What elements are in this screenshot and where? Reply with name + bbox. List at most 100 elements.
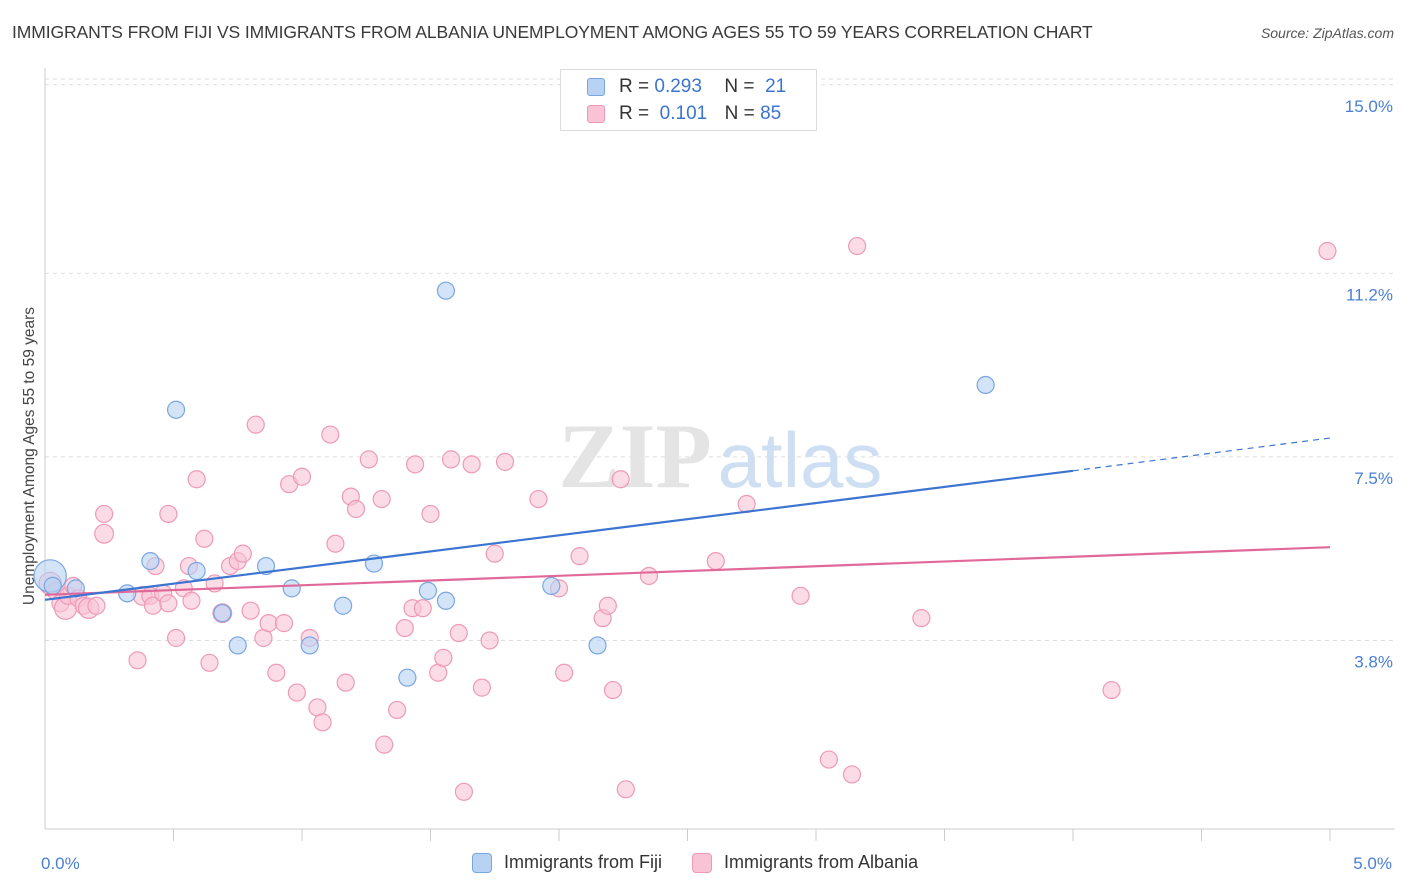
fiji-point: [334, 596, 353, 615]
legend-r-label: R =: [619, 103, 650, 124]
legend-row-albania: R = 0.101 N = 85: [587, 102, 781, 126]
watermark-zip: ZIP: [558, 405, 711, 507]
y-tick-label: 3.8%: [1354, 652, 1393, 671]
series-legend: Immigrants from Fiji Immigrants from Alb…: [472, 852, 948, 873]
legend-row-fiji: R = 0.293 N = 21: [587, 75, 786, 99]
albania-point: [241, 601, 260, 620]
fiji-point: [300, 636, 319, 655]
fiji-point: [118, 584, 137, 603]
albania-point: [375, 735, 394, 754]
fiji-legend-swatch: [472, 852, 492, 873]
albania-point: [819, 750, 838, 769]
fiji-point: [282, 579, 301, 598]
albania-point: [485, 544, 504, 563]
albania-point: [848, 236, 867, 256]
x-tick-label: 5.0%: [1353, 854, 1392, 873]
albania-legend-swatch: [692, 852, 713, 873]
albania-point: [372, 489, 391, 509]
albania-point: [555, 663, 574, 682]
albania-point: [321, 425, 340, 444]
albania-points: [38, 236, 1337, 801]
albania-point: [434, 648, 453, 667]
legend-item-albania: Immigrants from Albania: [692, 852, 918, 873]
albania-point: [287, 683, 306, 702]
albania-point: [1318, 241, 1337, 261]
albania-point: [87, 596, 106, 615]
albania-point: [598, 596, 617, 615]
albania-point: [603, 680, 623, 700]
albania-point: [233, 544, 252, 563]
albania-point: [639, 566, 659, 586]
albania-point: [182, 591, 201, 610]
albania-point: [912, 609, 931, 628]
albania-point: [529, 489, 548, 509]
albania-point: [791, 586, 810, 605]
albania-n-value: 85: [760, 103, 782, 124]
albania-point: [454, 782, 474, 801]
albania-point: [495, 452, 515, 471]
legend-item-fiji: Immigrants from Fiji: [472, 852, 662, 873]
fiji-point: [43, 576, 62, 595]
albania-point: [259, 614, 278, 633]
fiji-point: [166, 400, 186, 419]
fiji-point: [542, 576, 561, 595]
fiji-trend-extension: [1072, 437, 1331, 472]
fiji-point: [187, 561, 206, 581]
axes: [44, 68, 1395, 841]
albania-point: [292, 467, 312, 486]
albania-point: [480, 631, 499, 650]
legend-r-label: R =: [619, 76, 650, 97]
albania-point: [336, 673, 355, 692]
albania-point: [449, 623, 468, 643]
fiji-point: [213, 604, 232, 623]
albania-point: [246, 415, 265, 434]
correlation-legend: R = 0.293 N = 21 R = 0.101 N = 85: [560, 69, 817, 131]
albania-point: [166, 628, 186, 648]
albania-point: [570, 547, 589, 566]
albania-point: [359, 450, 378, 469]
albania-swatch: [587, 105, 605, 123]
fiji-swatch: [587, 78, 605, 96]
fiji-point: [976, 375, 995, 395]
fiji-n-value: 21: [765, 76, 787, 97]
albania-point: [313, 713, 332, 732]
trend-lines: [44, 437, 1331, 601]
albania-point: [187, 470, 206, 489]
albania-point: [195, 529, 214, 548]
albania-point: [159, 594, 178, 613]
albania-point: [95, 504, 114, 524]
y-tick-label: 15.0%: [1345, 97, 1393, 116]
fiji-point: [436, 591, 456, 610]
fiji-point: [228, 636, 247, 655]
chart-title: IMMIGRANTS FROM FIJI VS IMMIGRANTS FROM …: [12, 22, 1093, 42]
albania-point: [413, 599, 432, 618]
fiji-legend-label: Immigrants from Fiji: [504, 852, 663, 872]
fiji-point: [436, 281, 456, 300]
fiji-point: [588, 636, 607, 655]
albania-point: [128, 651, 147, 670]
albania-point: [395, 618, 414, 638]
albania-point: [159, 504, 178, 524]
albania-point: [421, 504, 440, 524]
albania-trend-line: [44, 546, 1331, 596]
albania-point: [267, 663, 286, 682]
watermark-atlas: atlas: [718, 416, 883, 504]
albania-point: [462, 455, 481, 474]
albania-legend-label: Immigrants from Albania: [724, 852, 919, 872]
albania-r-value: 0.101: [659, 103, 708, 124]
albania-point: [326, 534, 345, 553]
albania-point: [611, 470, 630, 489]
albania-point: [842, 765, 862, 784]
albania-point: [1102, 680, 1121, 700]
x-tick-label: 0.0%: [41, 854, 80, 873]
albania-point: [200, 653, 219, 672]
tick-labels: 3.8% 7.5% 11.2% 15.0% 0.0% 5.0%: [41, 97, 1393, 873]
source-label: Source: ZipAtlas.com: [1260, 25, 1394, 41]
albania-point: [346, 499, 366, 519]
fiji-point: [418, 581, 438, 600]
fiji-point: [141, 551, 160, 571]
albania-point: [472, 678, 491, 697]
y-tick-label: 11.2%: [1346, 285, 1393, 304]
albania-point: [441, 450, 461, 469]
